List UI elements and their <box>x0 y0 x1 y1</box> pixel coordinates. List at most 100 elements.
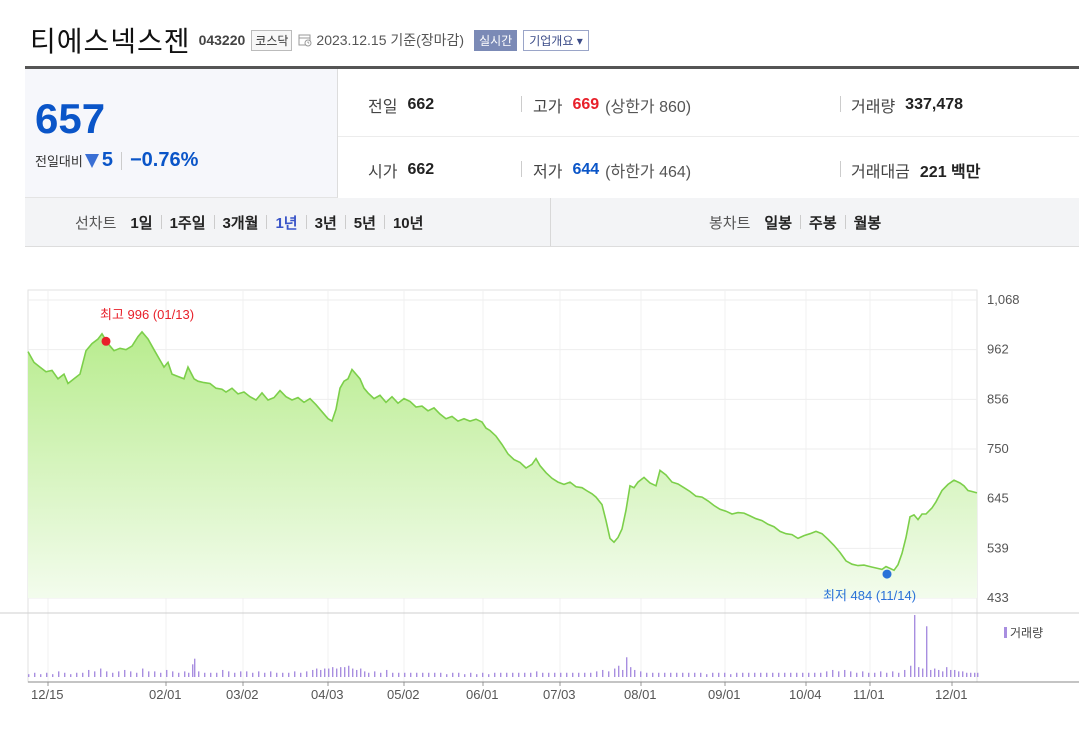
calendar-icon <box>298 33 312 47</box>
x-tick-label: 12/15 <box>31 687 64 702</box>
volume-bar <box>584 672 586 677</box>
volume-label: 거래량 <box>851 99 896 116</box>
volume-bar <box>766 672 768 677</box>
volume-bar <box>94 671 96 677</box>
volume-bar <box>234 672 236 677</box>
volume-bar <box>198 671 200 677</box>
volume-bar <box>820 672 822 677</box>
company-info-button[interactable]: 기업개요 ▾ <box>523 29 589 51</box>
volume-bar <box>868 672 870 677</box>
volume-bar <box>328 668 330 677</box>
volume-bar <box>676 672 678 677</box>
volume-bar <box>476 674 478 677</box>
volume-bar <box>464 674 466 677</box>
x-tick-label: 09/01 <box>708 687 741 702</box>
volume-bar <box>622 669 624 677</box>
volume-bar <box>210 672 212 677</box>
volume-bar <box>850 671 852 677</box>
volume-bar <box>166 669 168 677</box>
candle-tab-1[interactable]: 주봉 <box>809 214 837 232</box>
volume-bar <box>670 672 672 677</box>
volume-bar <box>760 672 762 677</box>
volume-bar <box>718 672 720 677</box>
volume-legend-label: 거래량 <box>1010 626 1043 640</box>
volume-bar <box>530 672 532 677</box>
volume-bar <box>288 672 290 677</box>
volume-bar <box>332 667 334 677</box>
volume-bar <box>742 672 744 677</box>
open-label: 시가 <box>368 164 398 181</box>
y-tick-label: 645 <box>987 491 1009 506</box>
period-tab-5[interactable]: 5년 <box>353 214 376 232</box>
volume-bar <box>428 672 430 677</box>
period-tab-2[interactable]: 3개월 <box>222 214 259 232</box>
volume-bar <box>228 671 230 677</box>
volume-bar <box>252 672 254 677</box>
volume-bar <box>40 674 42 677</box>
period-tab-6[interactable]: 10년 <box>392 214 424 232</box>
volume-bar <box>34 672 36 677</box>
period-tab-0[interactable]: 1일 <box>130 214 153 232</box>
volume-value: 337,478 <box>905 96 964 113</box>
volume-bar <box>118 671 120 677</box>
period-tab-1[interactable]: 1주일 <box>169 214 206 232</box>
volume-bar <box>470 672 472 677</box>
x-tick-label: 02/01 <box>149 687 182 702</box>
volume-bar <box>772 672 774 677</box>
volume-bar <box>368 672 370 677</box>
volume-bar <box>374 671 376 677</box>
y-tick-label: 962 <box>987 342 1009 357</box>
volume-bar <box>646 672 648 677</box>
volume-bar <box>724 672 726 677</box>
low-label: 저가 <box>533 164 563 181</box>
down-triangle-icon <box>84 153 99 168</box>
volume-bar <box>826 671 828 677</box>
high-stat: 고가 669 (상한가 860) <box>533 93 691 117</box>
volume-bar <box>736 672 738 677</box>
y-tick-label: 750 <box>987 441 1009 456</box>
volume-bar <box>560 672 562 677</box>
realtime-button[interactable]: 실시간 <box>474 29 518 51</box>
period-tab-3[interactable]: 1년 <box>275 214 298 232</box>
candle-tab-2[interactable]: 월봉 <box>853 214 882 232</box>
volume-bar <box>974 672 976 677</box>
volume-bar <box>188 672 190 677</box>
volume-bar <box>88 669 90 677</box>
candle-tab-0[interactable]: 일봉 <box>764 214 793 232</box>
trade-value-value: 221 백만 <box>919 164 981 181</box>
prev-close-stat: 전일 662 <box>368 93 434 117</box>
volume-bar <box>898 672 900 677</box>
volume-bar <box>814 672 816 677</box>
divider <box>521 96 522 112</box>
volume-bar <box>348 665 350 677</box>
line-chart-label: 선차트 <box>75 214 117 232</box>
volume-bar <box>572 672 574 677</box>
volume-bar <box>494 672 496 677</box>
high-label: 고가 <box>533 99 563 116</box>
volume-bar <box>270 671 272 677</box>
volume-bar <box>452 672 454 677</box>
open-stat: 시가 662 <box>368 158 434 182</box>
volume-bar <box>930 669 932 677</box>
volume-bar <box>618 665 620 677</box>
volume-bar <box>172 671 174 677</box>
volume-bar <box>316 668 318 677</box>
volume-bar <box>946 667 948 677</box>
change-rate: −0.76% <box>129 149 199 171</box>
volume-bar <box>294 671 296 677</box>
divider <box>160 215 162 229</box>
volume-bar <box>808 672 810 677</box>
y-tick-label: 433 <box>987 590 1009 605</box>
volume-bar <box>634 669 636 677</box>
x-tick-label: 05/02 <box>387 687 420 702</box>
volume-bar <box>630 667 632 677</box>
period-tab-4[interactable]: 3년 <box>314 214 337 232</box>
volume-bar <box>360 668 362 677</box>
change-amount: 5 <box>101 149 113 171</box>
volume-bar <box>458 672 460 677</box>
volume-bar <box>82 672 84 677</box>
volume-bar <box>380 672 382 677</box>
y-tick-label: 1,068 <box>987 292 1020 307</box>
volume-bar <box>712 672 714 677</box>
volume-bar <box>482 672 484 677</box>
